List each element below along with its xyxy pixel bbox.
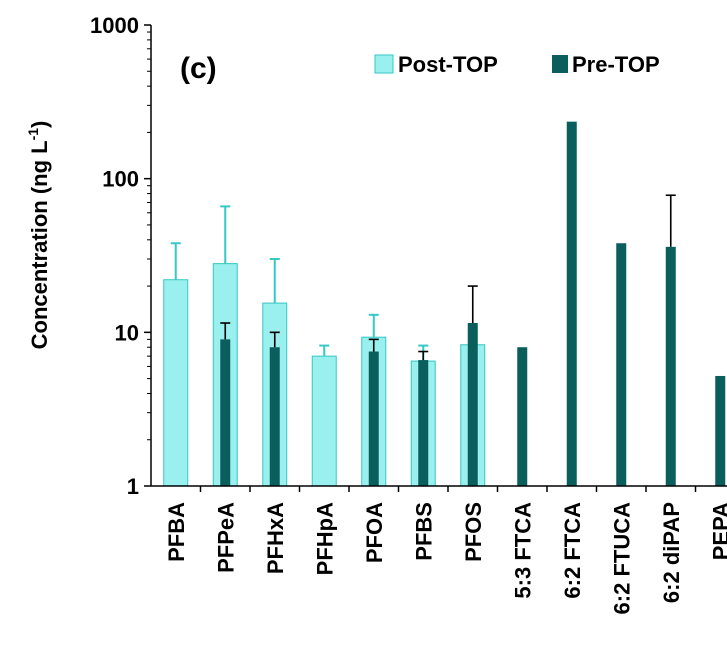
x-tick-label-6-2-ftuca: 6:2 FTUCA xyxy=(609,502,634,615)
y-axis-title-superscript: -1 xyxy=(25,128,41,141)
legend-label-post-top: Post-TOP xyxy=(398,52,498,77)
bar-pre-top-pfoa xyxy=(368,351,379,486)
legend-swatch-pre-top xyxy=(552,55,568,73)
y-tick-label-10: 10 xyxy=(115,320,139,345)
bar-pre-top-pfbs xyxy=(418,360,429,486)
x-tick-label-pfba: PFBA xyxy=(164,502,189,562)
bar-pre-top-6-2-dipap xyxy=(665,246,676,486)
x-tick-label-pfhxa: PFHxA xyxy=(263,502,288,574)
legend-label-pre-top: Pre-TOP xyxy=(572,52,660,77)
bar-pre-top-pfhxa xyxy=(269,347,280,486)
panel-label: (c) xyxy=(180,52,217,85)
x-tick-label-5-3-ftca: 5:3 FTCA xyxy=(510,502,535,599)
bar-pre-top-pepa xyxy=(715,375,726,486)
bar-pre-top-pfpea xyxy=(220,339,231,486)
y-tick-label-1: 1 xyxy=(127,474,139,499)
plot-area xyxy=(163,121,726,487)
x-tick-label-pepa: PEPA xyxy=(708,502,727,560)
bar-pre-top-6-2-ftuca xyxy=(616,243,627,486)
axes: 1 10 100 1000 PFBA PFPeA PFHxA PFHpA PFOA PFBS PFO… xyxy=(90,13,727,614)
x-tick-label-pfbs: PFBS xyxy=(411,502,436,561)
x-tick-label-6-2-dipap: 6:2 diPAP xyxy=(659,502,684,603)
y-axis-title-close: ) xyxy=(27,121,52,128)
bar-pre-top-pfos xyxy=(467,323,478,486)
x-tick-label-6-2-ftca: 6:2 FTCA xyxy=(560,502,585,599)
y-axis-title-main: Concentration (ng L xyxy=(27,140,52,349)
bar-post-top-pfba xyxy=(163,279,189,487)
y-tick-label-100: 100 xyxy=(102,167,139,192)
legend: Post-TOP Pre-TOP xyxy=(374,52,660,77)
bar-pre-top-5-3-ftca xyxy=(517,347,528,486)
bar-pre-top-6-2-ftca xyxy=(566,121,577,486)
y-tick-label-1000: 1000 xyxy=(90,13,139,38)
x-tick-label-pfoa: PFOA xyxy=(362,502,387,563)
bar-post-top-pfhpa xyxy=(311,355,337,487)
x-tick-label-pfos: PFOS xyxy=(461,502,486,562)
y-axis-title: Concentration (ng L-1) xyxy=(25,121,52,350)
legend-swatch-post-top xyxy=(374,54,394,74)
x-tick-label-pfpea: PFPeA xyxy=(213,502,238,573)
x-tick-label-pfhpa: PFHpA xyxy=(312,502,337,575)
